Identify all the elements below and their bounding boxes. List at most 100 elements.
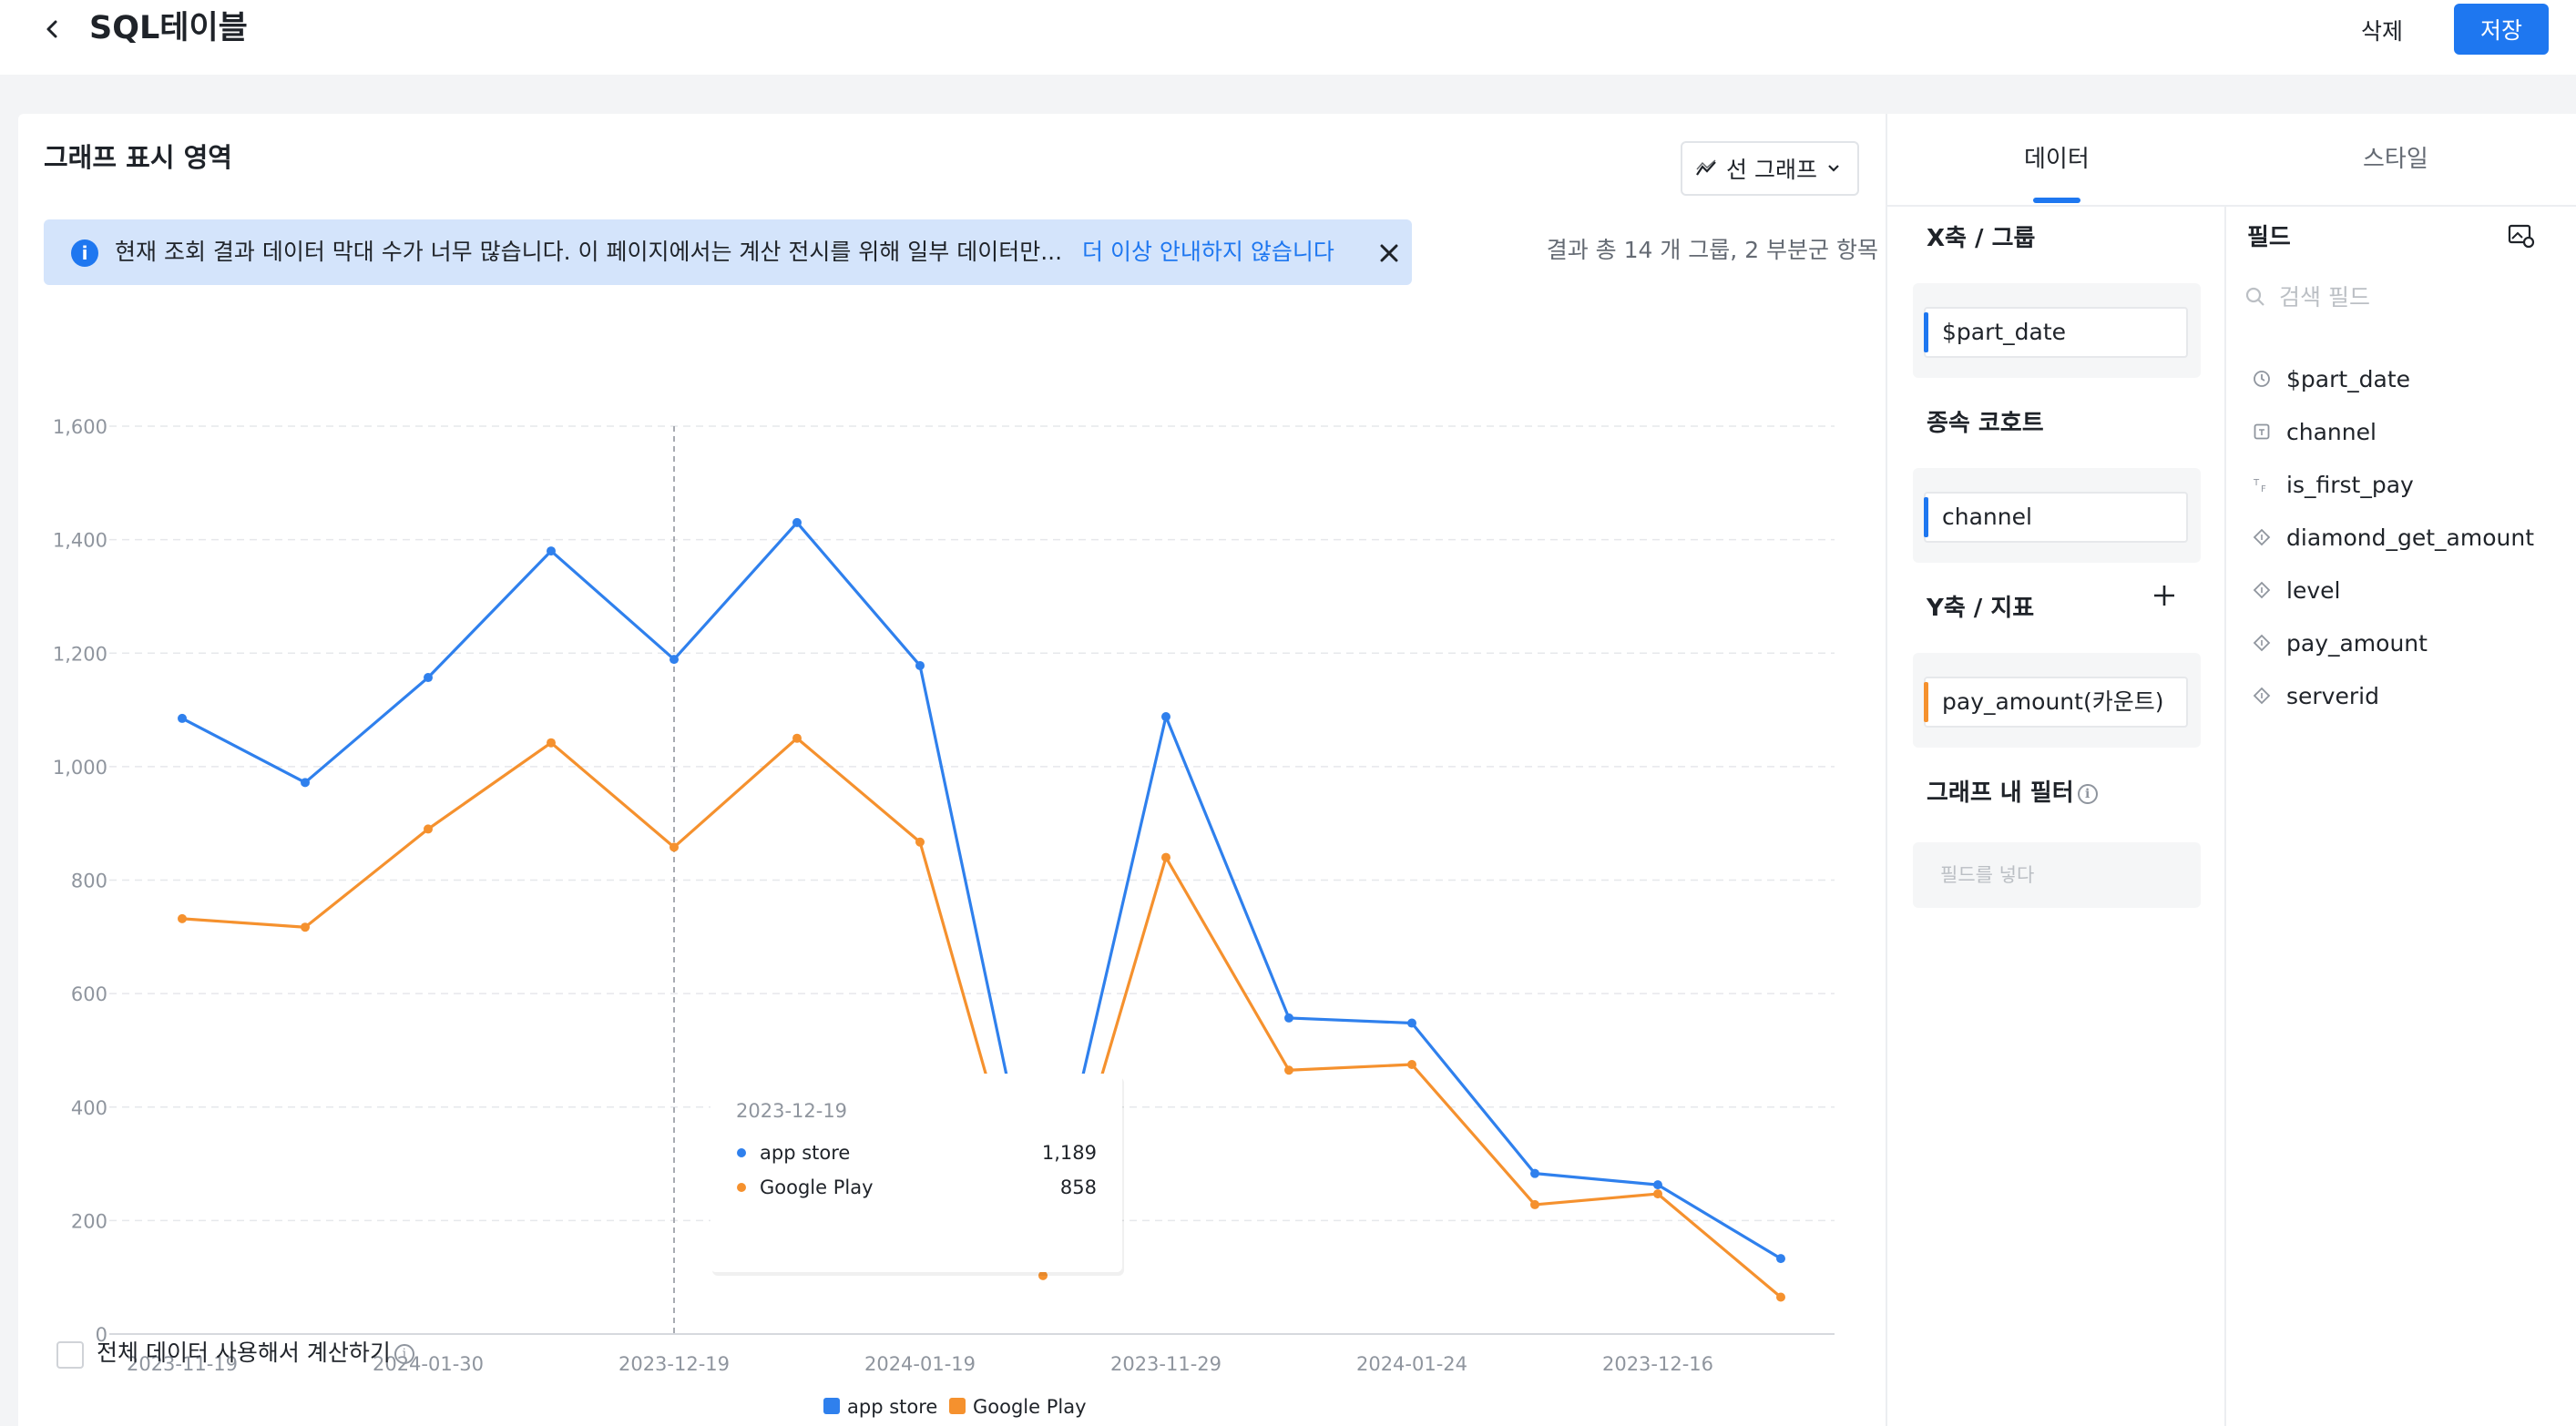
legend-label: Google Play <box>973 1396 1087 1418</box>
chevron-down-icon <box>1828 165 1839 172</box>
delete-button[interactable]: 삭제 <box>2360 18 2403 45</box>
tab-data[interactable]: 데이터 <box>2024 146 2090 173</box>
data-point[interactable] <box>301 778 310 788</box>
save-button[interactable]: 저장 <box>2454 4 2549 55</box>
chart-type-select[interactable]: 선 그래프 <box>1681 141 1859 196</box>
series-line <box>181 737 1783 1299</box>
field-item[interactable]: $part_date <box>2252 352 2561 405</box>
tooltip-marker <box>737 1183 746 1192</box>
data-point[interactable] <box>792 517 802 527</box>
plus-icon <box>2154 586 2174 606</box>
field-search <box>2244 274 2554 320</box>
data-point[interactable] <box>547 738 556 748</box>
data-point[interactable] <box>1653 1180 1662 1190</box>
data-point[interactable] <box>424 673 433 683</box>
field-name: pay_amount <box>2286 629 2428 657</box>
data-point[interactable] <box>547 546 556 556</box>
y-tick-label: 600 <box>71 983 107 1005</box>
top-bar: SQL테이블 삭제 저장 <box>0 0 2576 75</box>
data-point[interactable] <box>1407 1060 1416 1070</box>
panel-divider <box>2224 207 2226 1426</box>
x-axis-field-chip[interactable]: $part_date <box>1924 307 2188 358</box>
y-tick-label: 1,600 <box>53 416 107 438</box>
field-name: $part_date <box>2286 365 2411 392</box>
field-item[interactable]: serverid <box>2252 669 2561 722</box>
field-settings-button[interactable] <box>2507 221 2540 254</box>
data-point[interactable] <box>178 713 187 723</box>
notice-text: 현재 조회 결과 데이터 막대 수가 너무 많습니다. 이 페이지에서는 계산 … <box>115 239 1063 265</box>
y-tick-label: 1,400 <box>53 530 107 552</box>
y-tick-label: 1,000 <box>53 757 107 779</box>
info-icon: i <box>71 239 98 267</box>
data-point[interactable] <box>1530 1168 1539 1178</box>
field-item[interactable]: level <box>2252 564 2561 616</box>
close-icon <box>1380 244 1398 262</box>
field-item[interactable]: channel <box>2252 405 2561 458</box>
field-name: serverid <box>2286 682 2379 709</box>
chart-filter-title-text: 그래프 내 필터 <box>1927 779 2074 807</box>
chart-filter-drop-zone[interactable]: 필드를 넣다 <box>1913 842 2201 908</box>
data-point[interactable] <box>1653 1189 1662 1199</box>
active-tab-indicator <box>2033 198 2080 203</box>
info-icon: i <box>394 1344 414 1364</box>
y-axis-metric-chip[interactable]: pay_amount(카운트) <box>1924 677 2188 728</box>
chart-type-label: 선 그래프 <box>1726 157 1817 183</box>
data-point[interactable] <box>1776 1254 1785 1264</box>
data-point[interactable] <box>670 842 679 852</box>
dont-show-again-link[interactable]: 더 이상 안내하지 않습니다 <box>1082 239 1334 265</box>
cohort-drop-zone[interactable]: channel <box>1913 468 2201 563</box>
result-summary: 결과 총 14 개 그룹, 2 부분군 항목 <box>1546 237 1878 263</box>
notice-close-button[interactable] <box>1374 238 1405 269</box>
x-tick-label: 2023-12-19 <box>618 1353 730 1375</box>
svg-text:F: F <box>2261 484 2266 494</box>
field-item[interactable]: pay_amount <box>2252 616 2561 669</box>
tooltip-box <box>710 1074 1122 1272</box>
data-point[interactable] <box>178 913 187 923</box>
tooltip-title: 2023-12-19 <box>736 1100 847 1122</box>
x-tick-label: 2024-01-24 <box>1356 1353 1467 1375</box>
data-point[interactable] <box>1284 1013 1293 1023</box>
data-point[interactable] <box>1161 712 1170 722</box>
data-point[interactable] <box>792 733 802 743</box>
svg-text:T: T <box>2253 478 2260 488</box>
legend-item[interactable]: app store <box>823 1396 937 1418</box>
x-axis-section-title: X축 / 그룹 <box>1927 225 2036 252</box>
legend-swatch <box>823 1398 840 1414</box>
cohort-field-chip[interactable]: channel <box>1924 492 2188 543</box>
data-point[interactable] <box>1776 1292 1785 1302</box>
image-settings-icon <box>2508 224 2535 249</box>
data-point[interactable] <box>1284 1065 1293 1075</box>
y-axis-drop-zone[interactable]: pay_amount(카운트) <box>1913 653 2201 748</box>
data-point[interactable] <box>1161 852 1170 862</box>
line-chart: 1,600 1,400 1,200 1,000 800 600 400 200 0 2023-1… <box>53 416 1835 1418</box>
y-tick-label: 400 <box>71 1097 107 1119</box>
chart-tooltip: 2023-12-19 app store 1,189 Google Play 858 <box>710 1074 1124 1276</box>
data-point[interactable] <box>1530 1199 1539 1209</box>
data-point[interactable] <box>1038 1270 1048 1280</box>
x-tick-label: 2024-01-19 <box>864 1353 976 1375</box>
calc-all-data-text: 전체 데이터 사용해서 계산하기 <box>97 1339 391 1366</box>
data-point[interactable] <box>301 922 310 932</box>
data-point[interactable] <box>915 837 925 847</box>
add-metric-button[interactable] <box>2146 580 2182 616</box>
field-item[interactable]: diamond_get_amount <box>2252 511 2561 564</box>
info-icon: i <box>2077 783 2098 804</box>
clock-icon <box>2252 369 2272 389</box>
back-button[interactable] <box>36 11 69 47</box>
data-point[interactable] <box>1407 1018 1416 1028</box>
tab-style[interactable]: 스타일 <box>2363 146 2428 173</box>
calc-all-data-checkbox[interactable] <box>56 1341 84 1369</box>
field-search-input[interactable] <box>2279 283 2534 311</box>
data-point[interactable] <box>670 655 679 665</box>
config-panel: 데이터 스타일 X축 / 그룹 $part_date 종속 코호트 channe… <box>1886 114 2576 1426</box>
config-tabs: 데이터 스타일 <box>1887 114 2576 207</box>
data-point[interactable] <box>424 824 433 834</box>
data-point[interactable] <box>915 660 925 670</box>
chevron-left-icon <box>46 20 57 38</box>
x-tick-label: 2024-01-30 <box>373 1353 484 1375</box>
legend-item[interactable]: Google Play <box>949 1396 1087 1418</box>
x-axis-drop-zone[interactable]: $part_date <box>1913 283 2201 378</box>
